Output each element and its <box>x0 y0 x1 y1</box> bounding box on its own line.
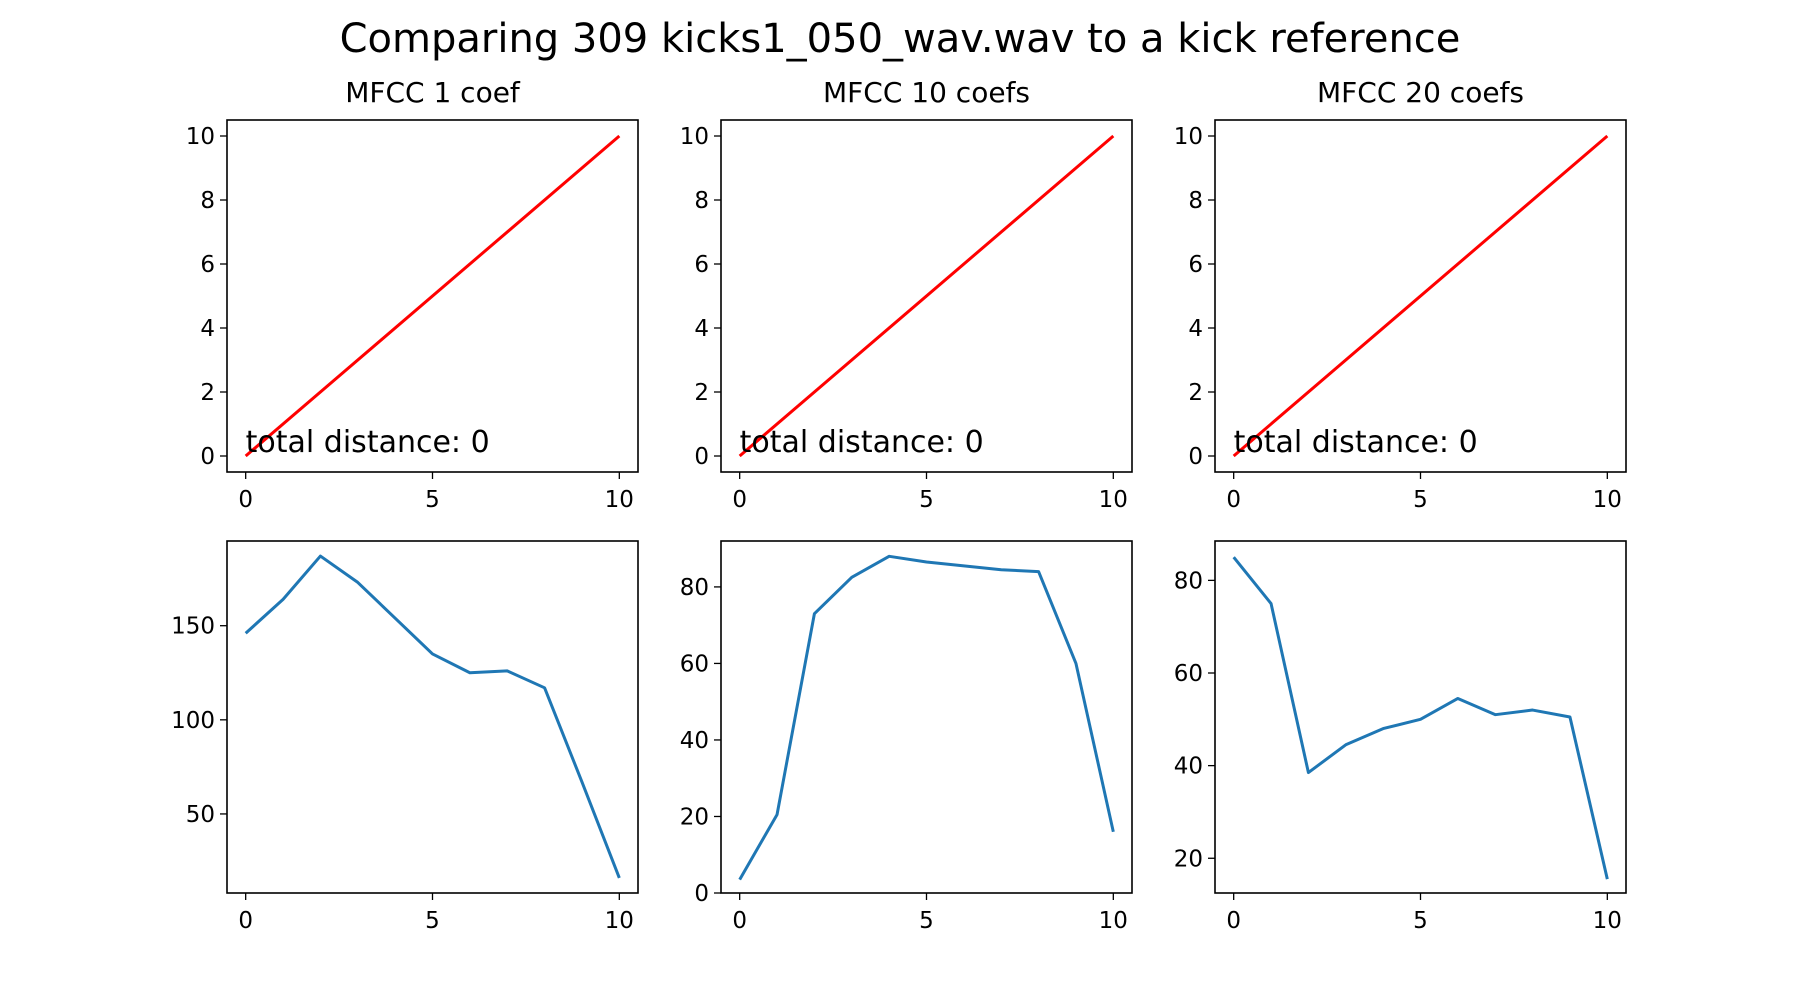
x-tick-label-top-1-5: 5 <box>425 487 440 513</box>
x-tick-label-top-2-5: 5 <box>919 487 934 513</box>
y-tick-label-top-3-4: 4 <box>1188 316 1203 342</box>
series-line-top-3 <box>1232 134 1609 458</box>
y-tick-label-top-2-0: 0 <box>694 444 709 470</box>
y-tick-label-bottom-2-20: 20 <box>680 804 709 830</box>
y-tick-label-top-3-8: 8 <box>1188 188 1203 214</box>
distance-annotation-top-3: total distance: 0 <box>1234 425 1478 460</box>
series-line-top-2 <box>738 134 1115 458</box>
subplot-bottom-3: 0 5 10 20 40 60 80 <box>1174 540 1627 934</box>
x-tick-label-bottom-3-10: 10 <box>1593 908 1622 934</box>
y-tick-label-top-3-6: 6 <box>1188 252 1203 278</box>
figure-title: Comparing 309 kicks1_050_wav.wav to a ki… <box>340 16 1461 62</box>
x-tick-label-bottom-2-5: 5 <box>919 908 934 934</box>
y-tick-label-bottom-3-20: 20 <box>1174 846 1203 872</box>
subplot-top-3: 0 5 10 0 2 4 6 8 10 MFCC 20 coefs total distance: … <box>1174 76 1627 513</box>
subplot-title-top-3: MFCC 20 coefs <box>1317 76 1524 109</box>
x-tick-label-bottom-3-0: 0 <box>1226 908 1241 934</box>
x-tick-label-top-3-5: 5 <box>1413 487 1428 513</box>
y-tick-label-top-3-0: 0 <box>1188 444 1203 470</box>
distance-annotation-top-1: total distance: 0 <box>246 425 490 460</box>
x-tick-label-bottom-2-0: 0 <box>732 908 747 934</box>
x-tick-label-top-3-0: 0 <box>1226 487 1241 513</box>
subplot-top-1: 0 5 10 0 2 4 6 8 10 MFCC 1 coef total distance: 0 <box>186 76 639 513</box>
y-tick-label-top-2-8: 8 <box>694 188 709 214</box>
x-tick-label-top-2-0: 0 <box>732 487 747 513</box>
subplot-bottom-2: 0 5 10 0 20 40 60 80 <box>680 540 1133 934</box>
series-line-bottom-3 <box>1232 556 1609 880</box>
y-tick-label-bottom-2-80: 80 <box>680 575 709 601</box>
x-tick-label-top-1-0: 0 <box>238 487 253 513</box>
y-tick-label-top-1-10: 10 <box>186 124 215 150</box>
y-tick-label-bottom-1-100: 100 <box>171 708 215 734</box>
y-tick-label-top-1-0: 0 <box>200 444 215 470</box>
series-line-bottom-1 <box>244 554 621 879</box>
series-line-top-1 <box>244 134 621 458</box>
y-tick-label-bottom-3-60: 60 <box>1174 661 1203 687</box>
x-tick-label-bottom-1-5: 5 <box>425 908 440 934</box>
y-tick-label-bottom-3-40: 40 <box>1174 754 1203 780</box>
y-tick-label-top-2-2: 2 <box>694 380 709 406</box>
subplot-title-top-1: MFCC 1 coef <box>345 76 521 109</box>
x-tick-label-bottom-1-0: 0 <box>238 908 253 934</box>
y-tick-label-bottom-2-0: 0 <box>694 881 709 907</box>
y-tick-label-top-2-10: 10 <box>680 124 709 150</box>
distance-annotation-top-2: total distance: 0 <box>740 425 984 460</box>
x-tick-label-top-2-10: 10 <box>1099 487 1128 513</box>
y-tick-label-top-1-6: 6 <box>200 252 215 278</box>
subplot-title-top-2: MFCC 10 coefs <box>823 76 1030 109</box>
y-tick-label-top-3-2: 2 <box>1188 380 1203 406</box>
x-tick-label-bottom-1-10: 10 <box>605 908 634 934</box>
y-tick-label-bottom-1-150: 150 <box>171 614 215 640</box>
y-tick-label-top-1-2: 2 <box>200 380 215 406</box>
y-tick-label-top-2-4: 4 <box>694 316 709 342</box>
y-tick-label-top-1-8: 8 <box>200 188 215 214</box>
series-line-bottom-2 <box>738 554 1115 881</box>
x-tick-label-top-1-10: 10 <box>605 487 634 513</box>
x-tick-label-bottom-3-5: 5 <box>1413 908 1428 934</box>
subplot-bottom-1: 0 5 10 50 100 150 <box>171 540 639 934</box>
x-tick-label-top-3-10: 10 <box>1593 487 1622 513</box>
subplot-top-2: 0 5 10 0 2 4 6 8 10 MFCC 10 coefs total distance: … <box>680 76 1133 513</box>
y-tick-label-bottom-2-40: 40 <box>680 728 709 754</box>
y-tick-label-top-3-10: 10 <box>1174 124 1203 150</box>
x-tick-label-bottom-2-10: 10 <box>1099 908 1128 934</box>
y-tick-label-bottom-1-50: 50 <box>186 802 215 828</box>
y-tick-label-top-2-6: 6 <box>694 252 709 278</box>
y-tick-label-top-1-4: 4 <box>200 316 215 342</box>
y-tick-label-bottom-2-60: 60 <box>680 651 709 677</box>
y-tick-label-bottom-3-80: 80 <box>1174 568 1203 594</box>
